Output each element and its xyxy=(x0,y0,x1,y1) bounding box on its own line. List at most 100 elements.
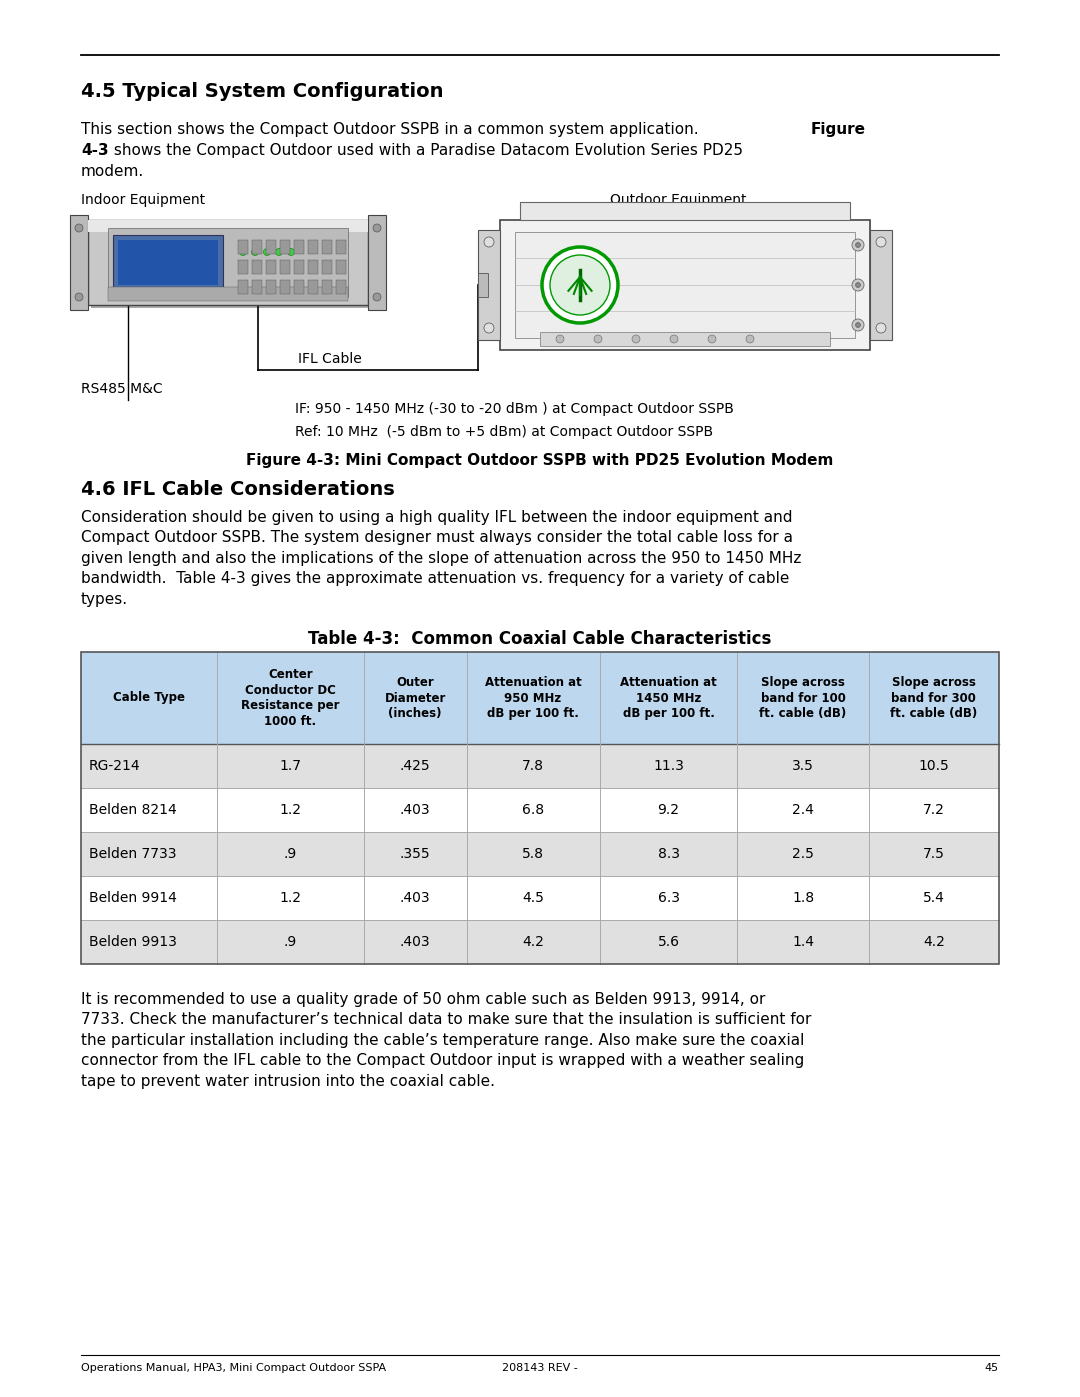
Text: Indoor Equipment: Indoor Equipment xyxy=(81,193,205,207)
Circle shape xyxy=(373,293,381,300)
Circle shape xyxy=(708,335,716,344)
Circle shape xyxy=(373,224,381,232)
Circle shape xyxy=(252,249,258,256)
Circle shape xyxy=(746,335,754,344)
Text: Belden 9914: Belden 9914 xyxy=(89,891,177,905)
Circle shape xyxy=(855,243,861,247)
Bar xyxy=(81,652,999,745)
Bar xyxy=(280,260,291,274)
Text: This section shows the Compact Outdoor SSPB in a common system application.: This section shows the Compact Outdoor S… xyxy=(81,122,708,137)
Circle shape xyxy=(264,249,270,256)
Bar xyxy=(238,260,248,274)
Bar xyxy=(81,788,999,833)
Bar xyxy=(336,240,346,254)
Text: .403: .403 xyxy=(400,891,431,905)
Text: 4.5 Typical System Configuration: 4.5 Typical System Configuration xyxy=(81,82,444,101)
Text: .425: .425 xyxy=(400,759,431,773)
Text: Consideration should be given to using a high quality IFL between the indoor equ: Consideration should be given to using a… xyxy=(81,510,801,606)
Text: Ref: 10 MHz  (-5 dBm to +5 dBm) at Compact Outdoor SSPB: Ref: 10 MHz (-5 dBm to +5 dBm) at Compac… xyxy=(295,425,713,439)
Text: Belden 8214: Belden 8214 xyxy=(89,803,177,817)
Text: RS485 M&C: RS485 M&C xyxy=(81,381,163,395)
Text: DATACOM: DATACOM xyxy=(622,285,664,295)
Text: 7.8: 7.8 xyxy=(522,759,544,773)
Bar xyxy=(252,260,262,274)
Text: Figure: Figure xyxy=(811,122,866,137)
Bar xyxy=(322,279,332,293)
Bar xyxy=(238,279,248,293)
Text: 4.2: 4.2 xyxy=(522,935,544,949)
Bar xyxy=(87,219,368,232)
Bar xyxy=(336,260,346,274)
Bar xyxy=(81,833,999,876)
Text: 10.5: 10.5 xyxy=(918,759,949,773)
Bar xyxy=(515,232,855,338)
Bar xyxy=(266,260,276,274)
Text: Table 4-3:  Common Coaxial Cable Characteristics: Table 4-3: Common Coaxial Cable Characte… xyxy=(308,630,772,648)
Text: 7.5: 7.5 xyxy=(923,847,945,861)
Text: 6.8: 6.8 xyxy=(522,803,544,817)
Bar xyxy=(266,279,276,293)
Text: PARADISE: PARADISE xyxy=(622,272,664,282)
Bar xyxy=(280,279,291,293)
Bar xyxy=(81,652,999,964)
Text: 1.2: 1.2 xyxy=(280,891,301,905)
Text: .9: .9 xyxy=(284,935,297,949)
Bar xyxy=(870,231,892,339)
Text: Attenuation at
950 MHz
dB per 100 ft.: Attenuation at 950 MHz dB per 100 ft. xyxy=(485,676,581,719)
Text: .403: .403 xyxy=(400,935,431,949)
Text: 3.5: 3.5 xyxy=(792,759,814,773)
Text: 1.2: 1.2 xyxy=(280,803,301,817)
Text: Belden 9913: Belden 9913 xyxy=(89,935,177,949)
Bar xyxy=(91,224,372,307)
Circle shape xyxy=(75,293,83,300)
Text: 5.8: 5.8 xyxy=(522,847,544,861)
Circle shape xyxy=(670,335,678,344)
Bar xyxy=(519,203,850,219)
Text: 4.6 IFL Cable Considerations: 4.6 IFL Cable Considerations xyxy=(81,481,395,499)
Circle shape xyxy=(275,249,283,256)
Circle shape xyxy=(876,323,886,332)
Bar xyxy=(294,279,303,293)
Circle shape xyxy=(287,249,295,256)
Bar xyxy=(81,876,999,921)
Text: Belden 7733: Belden 7733 xyxy=(89,847,176,861)
Text: 11.3: 11.3 xyxy=(653,759,684,773)
Text: 1.4: 1.4 xyxy=(792,935,814,949)
Text: It is recommended to use a quality grade of 50 ohm cable such as Belden 9913, 99: It is recommended to use a quality grade… xyxy=(81,992,811,1088)
Circle shape xyxy=(876,237,886,247)
Bar xyxy=(368,215,386,310)
Circle shape xyxy=(852,319,864,331)
Circle shape xyxy=(855,323,861,327)
Circle shape xyxy=(855,282,861,288)
Bar xyxy=(294,240,303,254)
Circle shape xyxy=(550,256,610,314)
Text: 1.7: 1.7 xyxy=(280,759,301,773)
Text: .9: .9 xyxy=(284,847,297,861)
Text: 6.3: 6.3 xyxy=(658,891,679,905)
Text: Figure 4-3: Mini Compact Outdoor SSPB with PD25 Evolution Modem: Figure 4-3: Mini Compact Outdoor SSPB wi… xyxy=(246,453,834,468)
Text: .355: .355 xyxy=(400,847,431,861)
Text: .403: .403 xyxy=(400,803,431,817)
Circle shape xyxy=(632,335,640,344)
Text: Cable Type: Cable Type xyxy=(113,692,185,704)
Text: 8.3: 8.3 xyxy=(658,847,679,861)
Text: IFL Cable: IFL Cable xyxy=(298,352,362,366)
Circle shape xyxy=(484,323,494,332)
Bar xyxy=(336,279,346,293)
Text: shows the Compact Outdoor used with a Paradise Datacom Evolution Series PD25: shows the Compact Outdoor used with a Pa… xyxy=(109,142,743,158)
Bar xyxy=(294,260,303,274)
Bar xyxy=(238,240,248,254)
Circle shape xyxy=(852,279,864,291)
Text: 7.2: 7.2 xyxy=(923,803,945,817)
Bar xyxy=(87,219,368,305)
Bar xyxy=(113,235,222,291)
Bar xyxy=(500,219,870,351)
Bar xyxy=(308,279,318,293)
Text: Operations Manual, HPA3, Mini Compact Outdoor SSPA: Operations Manual, HPA3, Mini Compact Ou… xyxy=(81,1363,387,1373)
Text: 208143 REV -: 208143 REV - xyxy=(502,1363,578,1373)
Text: Attenuation at
1450 MHz
dB per 100 ft.: Attenuation at 1450 MHz dB per 100 ft. xyxy=(620,676,717,719)
Circle shape xyxy=(556,335,564,344)
Bar xyxy=(108,286,348,300)
Bar xyxy=(108,228,348,298)
Text: 1.8: 1.8 xyxy=(792,891,814,905)
